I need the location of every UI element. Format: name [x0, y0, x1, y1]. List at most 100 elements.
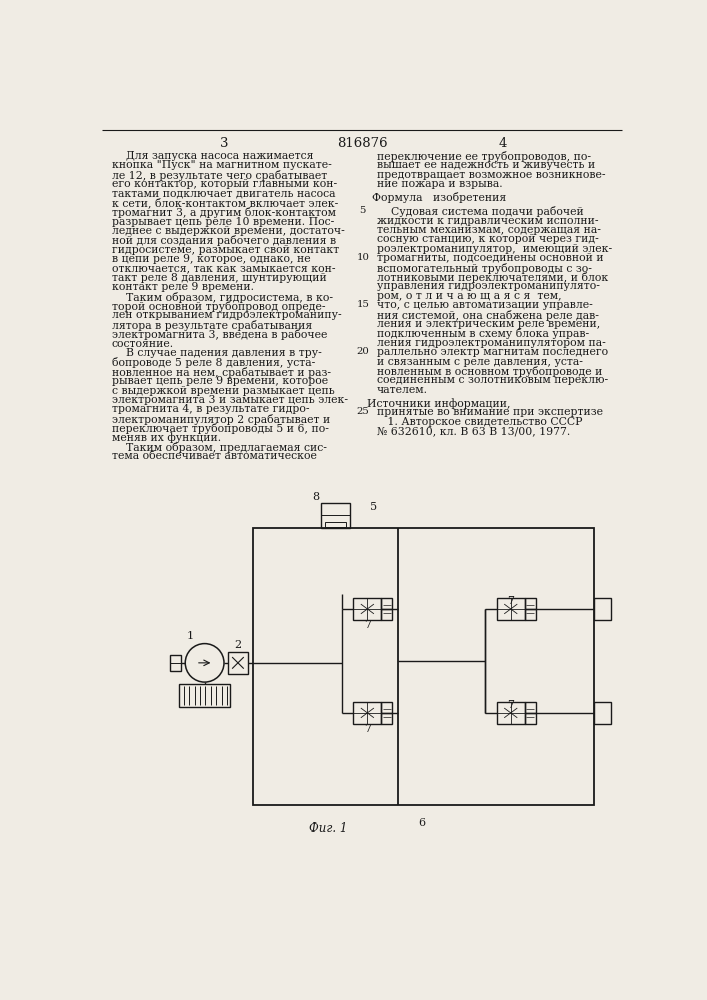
- Bar: [354, 598, 381, 620]
- Bar: [325, 522, 346, 527]
- Text: бопроводе 5 реле 8 давления, уста-: бопроводе 5 реле 8 давления, уста-: [112, 357, 315, 368]
- Bar: [497, 598, 525, 620]
- Bar: [525, 598, 535, 609]
- Text: Судовая система подачи рабочей: Судовая система подачи рабочей: [377, 206, 583, 217]
- Bar: [228, 652, 248, 674]
- Text: новленное на нем, срабатывает и раз-: новленное на нем, срабатывает и раз-: [112, 367, 331, 378]
- Text: тромагниты, подсоединены основной и: тромагниты, подсоединены основной и: [377, 253, 603, 263]
- Text: разрывает цепь реле 10 времени. Пос-: разрывает цепь реле 10 времени. Пос-: [112, 217, 334, 227]
- Text: тромагнит 3, а другим блок-контактом: тромагнит 3, а другим блок-контактом: [112, 207, 336, 218]
- Text: торой основной трубопровод опреде-: торой основной трубопровод опреде-: [112, 301, 325, 312]
- Text: 3: 3: [220, 137, 228, 150]
- Bar: [497, 702, 525, 724]
- Text: такт реле 8 давления, шунтирующий: такт реле 8 давления, шунтирующий: [112, 273, 327, 283]
- Text: Для запуска насоса нажимается: Для запуска насоса нажимается: [112, 151, 313, 161]
- Bar: [525, 702, 535, 713]
- Bar: [525, 609, 535, 620]
- Text: тромагнита 4, в результате гидро-: тромагнита 4, в результате гидро-: [112, 404, 309, 414]
- Text: 10: 10: [356, 253, 369, 262]
- Text: ния системой, она снабжена реле дав-: ния системой, она снабжена реле дав-: [377, 310, 599, 321]
- Text: 4: 4: [499, 137, 507, 150]
- Text: предотвращает возможное возникнове-: предотвращает возможное возникнове-: [377, 170, 605, 180]
- Text: 15: 15: [356, 300, 369, 309]
- Text: кнопка "Пуск" на магнитном пускате-: кнопка "Пуск" на магнитном пускате-: [112, 160, 332, 170]
- Text: № 632610, кл. В 63 В 13/00, 1977.: № 632610, кл. В 63 В 13/00, 1977.: [377, 426, 570, 436]
- Text: лятора в результате срабатывания: лятора в результате срабатывания: [112, 320, 312, 331]
- Text: леднее с выдержкой времени, достаточ-: леднее с выдержкой времени, достаточ-: [112, 226, 344, 236]
- Text: ления гидроэлектроманипулятором па-: ления гидроэлектроманипулятором па-: [377, 338, 605, 348]
- Text: состояние.: состояние.: [112, 339, 174, 349]
- Text: 7: 7: [507, 596, 514, 606]
- Text: принятые во внимание при экспертизе: принятые во внимание при экспертизе: [377, 407, 602, 417]
- Text: управления гидроэлектроманипулято-: управления гидроэлектроманипулято-: [377, 281, 600, 291]
- Text: 5: 5: [360, 206, 366, 215]
- Text: ние пожара и взрыва.: ние пожара и взрыва.: [377, 179, 502, 189]
- Bar: [525, 713, 535, 724]
- Text: контакт реле 9 времени.: контакт реле 9 времени.: [112, 282, 254, 292]
- Text: электроманипулятор 2 срабатывает и: электроманипулятор 2 срабатывает и: [112, 414, 330, 425]
- Text: Источники информации,: Источники информации,: [367, 398, 510, 409]
- Bar: [594, 702, 611, 724]
- Text: с выдержкой времени размыкает цепь: с выдержкой времени размыкает цепь: [112, 386, 334, 396]
- Text: 20: 20: [356, 347, 369, 356]
- Text: Таким образом, предлагаемая сис-: Таким образом, предлагаемая сис-: [112, 442, 327, 453]
- Bar: [170, 655, 180, 671]
- Text: в цепи реле 9, которое, однако, не: в цепи реле 9, которое, однако, не: [112, 254, 310, 264]
- Text: Фиг. 1: Фиг. 1: [310, 822, 348, 835]
- Text: 7: 7: [364, 620, 371, 630]
- Text: переключает трубопроводы 5 и 6, по-: переключает трубопроводы 5 и 6, по-: [112, 423, 329, 434]
- Text: тактами подключает двигатель насоса: тактами подключает двигатель насоса: [112, 188, 335, 198]
- Bar: [321, 503, 351, 528]
- Text: подключенным в схему блока управ-: подключенным в схему блока управ-: [377, 328, 589, 339]
- Text: ления и электрическим реле времени,: ления и электрическим реле времени,: [377, 319, 600, 329]
- Bar: [179, 684, 230, 707]
- Text: ром, о т л и ч а ю щ а я с я  тем,: ром, о т л и ч а ю щ а я с я тем,: [377, 291, 561, 301]
- Text: 25: 25: [356, 407, 369, 416]
- Text: Таким образом, гидросистема, в ко-: Таким образом, гидросистема, в ко-: [112, 292, 332, 303]
- Text: вышает ее надежность и живучесть и: вышает ее надежность и живучесть и: [377, 160, 595, 170]
- Text: 5: 5: [370, 502, 377, 512]
- Bar: [354, 702, 381, 724]
- Text: электромагнита 3 и замыкает цепь элек-: электромагнита 3 и замыкает цепь элек-: [112, 395, 348, 405]
- Bar: [381, 713, 392, 724]
- Text: раллельно электр магнитам последнего: раллельно электр магнитам последнего: [377, 347, 608, 357]
- Text: лотниковыми переключателями, и блок: лотниковыми переключателями, и блок: [377, 272, 608, 283]
- Text: 7: 7: [507, 700, 514, 710]
- Text: 7: 7: [364, 724, 371, 734]
- Bar: [252, 528, 594, 805]
- Text: 8: 8: [312, 492, 320, 502]
- Text: соединенным с золотниковым переклю-: соединенным с золотниковым переклю-: [377, 375, 608, 385]
- Text: лен открыванием гидроэлектроманипу-: лен открыванием гидроэлектроманипу-: [112, 310, 341, 320]
- Text: 816876: 816876: [337, 137, 388, 150]
- Text: 2: 2: [235, 640, 242, 650]
- Text: переключение ее трубопроводов, по-: переключение ее трубопроводов, по-: [377, 151, 590, 162]
- Text: ной для создания рабочего давления в: ной для создания рабочего давления в: [112, 235, 336, 246]
- Text: и связанным с реле давления, уста-: и связанным с реле давления, уста-: [377, 357, 583, 367]
- Text: чателем.: чателем.: [377, 385, 428, 395]
- Bar: [381, 609, 392, 620]
- Text: роэлектроманипулятор,  имеющий элек-: роэлектроманипулятор, имеющий элек-: [377, 244, 612, 254]
- Text: его контактор, который главными кон-: его контактор, который главными кон-: [112, 179, 337, 189]
- Text: вспомогательный трубопроводы с зо-: вспомогательный трубопроводы с зо-: [377, 263, 592, 274]
- Text: новленным в основном трубопроводе и: новленным в основном трубопроводе и: [377, 366, 602, 377]
- Bar: [381, 598, 392, 609]
- Bar: [381, 702, 392, 713]
- Text: 1. Авторское свидетельство СССР: 1. Авторское свидетельство СССР: [377, 417, 582, 427]
- Text: гидросистеме, размыкает свой контакт: гидросистеме, размыкает свой контакт: [112, 245, 339, 255]
- Text: что, с целью автоматизации управле-: что, с целью автоматизации управле-: [377, 300, 592, 310]
- Text: 6: 6: [418, 818, 425, 828]
- Text: рывает цепь реле 9 времени, которое: рывает цепь реле 9 времени, которое: [112, 376, 328, 386]
- Text: тельным механизмам, содержащая на-: тельным механизмам, содержащая на-: [377, 225, 600, 235]
- Text: сосную станцию, к которой через гид-: сосную станцию, к которой через гид-: [377, 234, 598, 244]
- Bar: [594, 598, 611, 620]
- Text: тема обеспечивает автоматическое: тема обеспечивает автоматическое: [112, 451, 317, 461]
- Text: меняв их функции.: меняв их функции.: [112, 433, 221, 443]
- Text: ле 12, в результате чего срабатывает: ле 12, в результате чего срабатывает: [112, 170, 327, 181]
- Text: В случае падения давления в тру-: В случае падения давления в тру-: [112, 348, 322, 358]
- Text: 1: 1: [187, 631, 194, 641]
- Text: к сети, блок-контактом включает элек-: к сети, блок-контактом включает элек-: [112, 198, 338, 209]
- Text: Формула   изобретения: Формула изобретения: [372, 192, 506, 203]
- Text: электромагнита 3, введена в рабочее: электромагнита 3, введена в рабочее: [112, 329, 327, 340]
- Text: жидкости к гидравлическим исполни-: жидкости к гидравлическим исполни-: [377, 216, 598, 226]
- Text: отключается, так как замыкается кон-: отключается, так как замыкается кон-: [112, 264, 335, 274]
